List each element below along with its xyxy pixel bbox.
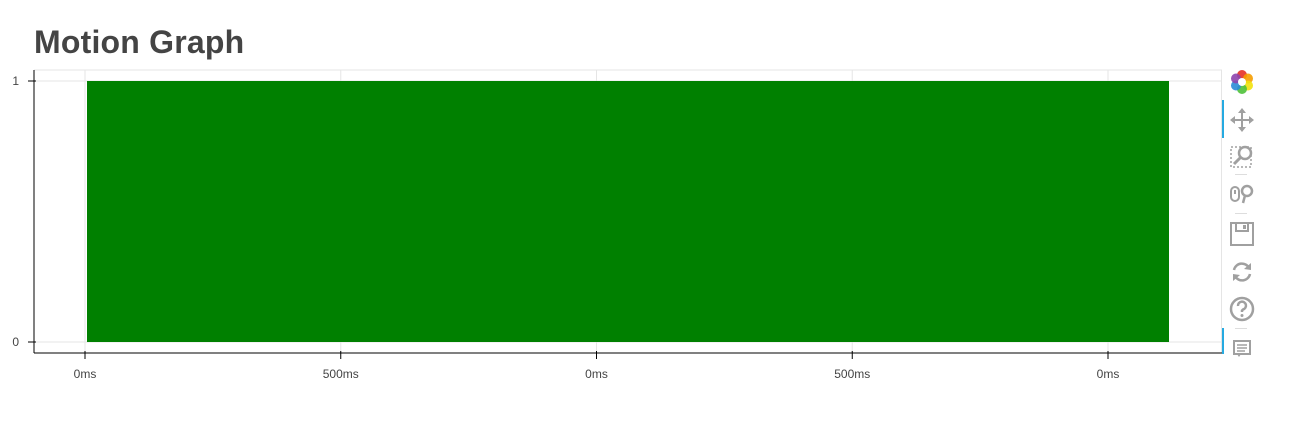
chart-title: Motion Graph <box>34 24 245 60</box>
x-tick-label: 0ms <box>74 367 97 381</box>
toolbar-separator <box>1235 213 1247 214</box>
reset-tool-icon[interactable] <box>1228 258 1256 286</box>
y-tick-label: 0 <box>12 335 19 349</box>
motion-bar[interactable] <box>87 81 1169 342</box>
x-tick-label: 0ms <box>1097 367 1120 381</box>
pan-tool-icon[interactable] <box>1228 106 1256 134</box>
x-tick-label: 0ms <box>585 367 608 381</box>
x-tick-label: 500ms <box>834 367 870 381</box>
motion-graph-chart[interactable]: 0 1 0ms 500ms 0ms 500ms 0ms <box>0 0 1222 431</box>
box-zoom-tool-icon[interactable] <box>1228 142 1256 170</box>
wheel-zoom-tool-icon[interactable] <box>1228 180 1256 208</box>
x-tick-label: 500ms <box>323 367 359 381</box>
help-tool-icon[interactable] <box>1228 295 1256 323</box>
save-tool-icon[interactable] <box>1228 220 1256 248</box>
hover-tool-icon[interactable] <box>1228 333 1256 361</box>
toolbar-separator <box>1235 328 1247 329</box>
toolbar <box>1222 66 1262 357</box>
hover-active-indicator <box>1222 328 1224 354</box>
y-tick-label: 1 <box>12 74 19 88</box>
pan-active-indicator <box>1222 100 1224 138</box>
toolbar-separator <box>1235 174 1247 175</box>
bokeh-logo-icon <box>1228 68 1256 96</box>
